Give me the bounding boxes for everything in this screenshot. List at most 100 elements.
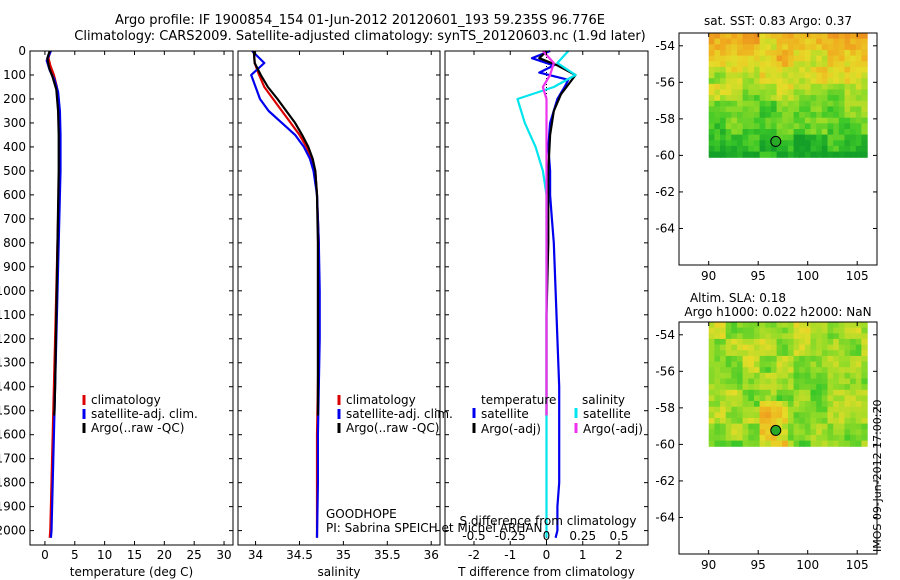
map-cell — [714, 406, 721, 413]
map-cell — [770, 55, 778, 62]
map-cell — [799, 151, 806, 158]
map-cell — [765, 106, 772, 113]
map-cell — [748, 361, 755, 368]
map-cell — [776, 72, 783, 79]
map-cell — [810, 412, 817, 419]
legend-label-argo: Argo(..raw -QC) — [91, 421, 184, 435]
map-cell — [770, 401, 778, 408]
x-axis-label: T difference from climatology — [457, 565, 635, 579]
map-cell — [748, 372, 755, 379]
map-cell — [782, 117, 789, 124]
axes-frame — [237, 50, 441, 546]
map-cell — [816, 33, 823, 40]
map-cell — [765, 95, 772, 102]
x-tick-label: 36 — [424, 548, 439, 562]
map-cell — [720, 378, 727, 385]
map-cell — [720, 123, 727, 130]
map-cell — [765, 378, 772, 385]
map-cell — [742, 129, 749, 136]
map-cell — [737, 378, 744, 385]
map-cell — [720, 338, 727, 346]
map-cell — [765, 129, 772, 136]
map-cell — [804, 49, 812, 57]
map-cell — [731, 61, 738, 68]
map-cell — [770, 355, 778, 363]
map-cell — [833, 355, 840, 363]
map-cell — [737, 434, 744, 442]
map-cell — [861, 72, 868, 79]
map-cell — [793, 406, 800, 413]
map-cell — [833, 151, 840, 158]
map-cell — [754, 95, 761, 102]
map-cell — [821, 406, 829, 413]
map-cell — [765, 412, 772, 419]
map-cell — [816, 106, 823, 113]
map-cell — [748, 350, 755, 357]
map-cell — [855, 72, 863, 79]
map-cell — [833, 112, 840, 119]
map-cell — [838, 134, 846, 141]
map-cell — [816, 361, 823, 368]
x-tick-label: 15 — [127, 548, 142, 562]
map-cell — [765, 33, 772, 40]
map-cell — [765, 355, 772, 363]
map-cell — [844, 112, 851, 119]
map-cell — [850, 322, 857, 329]
map-cell — [714, 322, 721, 329]
map-cell — [861, 134, 868, 141]
map-cell — [714, 129, 721, 136]
map-cell — [759, 55, 766, 62]
map-cell — [816, 378, 823, 385]
legend-label-sal-argo_salinity: Argo(-adj) — [583, 422, 643, 436]
map-cell — [833, 106, 840, 113]
map-cell — [827, 100, 834, 107]
map-cell — [708, 401, 715, 408]
map-cell — [742, 134, 749, 141]
map-cell — [838, 89, 846, 96]
map-cell — [770, 83, 778, 90]
map-cell — [861, 378, 868, 385]
map-cell — [725, 140, 732, 147]
y-tick-label: 1300 — [0, 356, 26, 370]
map-cell — [821, 129, 829, 136]
map-cell — [754, 344, 761, 351]
map-cell — [776, 440, 783, 447]
map-cell — [827, 338, 834, 346]
map-cell — [838, 401, 846, 408]
map-cell — [725, 327, 732, 334]
map-cell — [821, 66, 829, 74]
map-cell — [787, 406, 795, 413]
map-cell — [787, 389, 795, 396]
map-cell — [748, 418, 755, 425]
map-cell — [708, 78, 715, 85]
map-cell — [742, 361, 749, 368]
map-cell — [742, 395, 749, 402]
map-cell — [737, 61, 744, 68]
map-cell — [804, 401, 812, 408]
map-cell — [833, 78, 840, 85]
y-tick-label: 600 — [3, 188, 26, 202]
map-cell — [844, 327, 851, 334]
map-cell — [725, 338, 732, 346]
map-cell — [804, 38, 812, 45]
map-cell — [720, 38, 727, 45]
map-cell — [754, 151, 761, 158]
map-title-line-2: Argo h1000: 0.022 h2000: NaN — [684, 305, 871, 319]
map-cell — [861, 372, 868, 379]
map-cell — [725, 129, 732, 136]
map-cell — [782, 406, 789, 413]
map-cell — [844, 140, 851, 147]
map-cell — [827, 106, 834, 113]
map-cell — [737, 338, 744, 346]
map-cell — [861, 100, 868, 107]
map-cell — [810, 145, 817, 153]
map-cell — [770, 61, 778, 68]
map-cell — [708, 66, 715, 74]
map-cell — [725, 117, 732, 124]
map-cell — [737, 333, 744, 340]
legend-label-climatology: climatology — [346, 393, 416, 407]
map-cell — [731, 151, 738, 158]
map-cell — [844, 406, 851, 413]
map-cell — [731, 100, 738, 107]
map-cell — [861, 423, 868, 430]
